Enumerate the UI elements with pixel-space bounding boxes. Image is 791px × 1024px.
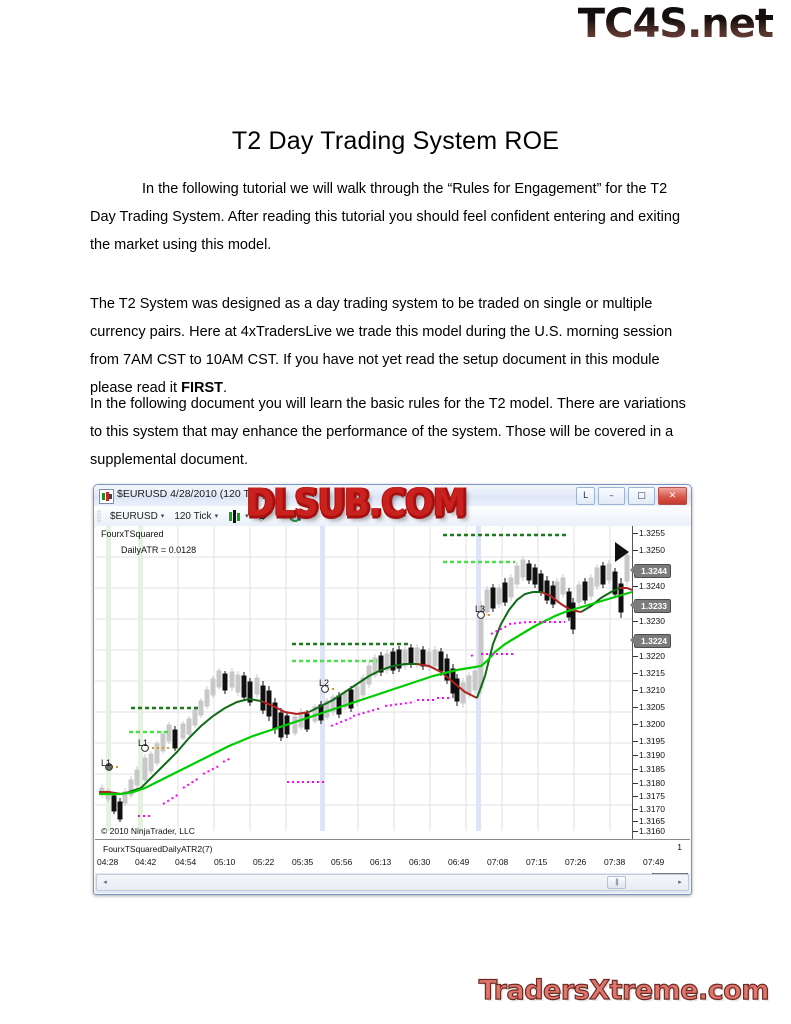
emphasis-first: FIRST [181, 379, 223, 396]
time-tick: 04:54 [175, 857, 197, 867]
fast-moving-average [99, 590, 633, 796]
price-tick: 1.3220 [633, 651, 691, 663]
magenta-stop-overlay [138, 621, 565, 817]
maximize-button[interactable]: □ [628, 487, 655, 505]
window-controls: L – □ ✕ [576, 487, 687, 505]
price-tick: 1.3250 [633, 545, 691, 557]
level-label-l1-a: L1 [101, 758, 112, 768]
level-label-l1-b: L1 [138, 738, 149, 748]
close-icon: ✕ [668, 490, 677, 501]
price-tick: 1.3165 [633, 816, 691, 828]
orange-entry-lines [111, 614, 493, 768]
instrument-label: $EURUSD [110, 510, 158, 522]
price-tick: 1.3160 [633, 826, 691, 838]
slow-moving-average [99, 587, 633, 796]
candlesticks [99, 551, 630, 822]
time-tick: 06:13 [370, 857, 392, 867]
price-highlight-tag: 1.3233 [630, 599, 671, 613]
scroll-thumb[interactable]: ||| [607, 876, 626, 889]
price-tick: 1.3185 [633, 764, 691, 776]
chevron-down-icon: ▾ [160, 513, 165, 520]
indicator-name-label: FourxTSquared [101, 529, 164, 539]
instrument-selector[interactable]: $EURUSD ▾ [107, 510, 167, 523]
minimize-icon: – [609, 490, 614, 501]
price-tick: 1.3255 [633, 528, 691, 540]
price-highlight-tag: 1.3224 [630, 634, 671, 648]
minimize-button[interactable]: – [598, 487, 625, 505]
window-title: $EURUSD 4/28/2010 (120 Tick) [117, 488, 266, 500]
scroll-right-arrow[interactable]: ▸ [678, 878, 682, 886]
rules-paragraph: In the following document you will learn… [90, 395, 686, 468]
time-tick: 06:49 [448, 857, 470, 867]
time-tick: 04:42 [135, 857, 157, 867]
window-titlebar[interactable]: $EURUSD 4/28/2010 (120 Tick) L – □ ✕ [94, 485, 691, 507]
indicator-axis-label: 1 [677, 842, 682, 852]
intro-paragraph: In the following tutorial we will walk t… [90, 175, 696, 259]
maximize-icon: □ [637, 490, 646, 501]
system-description-paragraph: The T2 System was designed as a day trad… [90, 290, 696, 402]
price-chart-svg [95, 526, 636, 831]
level-label-l2: L2 [319, 678, 330, 688]
time-tick: 05:56 [331, 857, 353, 867]
price-axis[interactable]: 1.3255 1.3250 1.3244 1.3240 1.3233 1.323… [630, 526, 691, 839]
time-tick: 04:28 [97, 857, 119, 867]
candlestick-icon [228, 509, 242, 523]
price-tick: 1.3180 [633, 778, 691, 790]
dlsub-watermark: DLSUB.COM [245, 484, 468, 527]
price-tick: 1.3205 [633, 702, 691, 714]
time-tick: 07:15 [526, 857, 548, 867]
zoom-tool-button[interactable] [286, 509, 304, 523]
intro-paragraph-text: In the following tutorial we will walk t… [90, 180, 681, 253]
tradersxtreme-logo: TradersXtreme.com [478, 974, 770, 1006]
time-tick: 07:08 [487, 857, 509, 867]
price-tick: 1.3200 [633, 719, 691, 731]
time-tick: 05:10 [214, 857, 236, 867]
price-tick: 1.3195 [633, 736, 691, 748]
price-tick: 1.3210 [633, 685, 691, 697]
link-button[interactable]: L [576, 487, 595, 505]
time-tick: 07:49 [643, 857, 665, 867]
price-tick: 1.3170 [633, 804, 691, 816]
scroll-left-arrow[interactable]: ◂ [103, 878, 107, 886]
toolbar-grip[interactable] [97, 509, 101, 523]
level-label-l3: L3 [475, 604, 486, 614]
indicator-panel-title: FourxTSquaredDailyATR2(7) [103, 844, 213, 854]
price-tick: 1.3175 [633, 791, 691, 803]
price-tick: 1.3240 [633, 581, 691, 593]
light-green-target-lines [129, 560, 515, 734]
tc4s-logo: TC4S.net [577, 1, 774, 47]
close-button[interactable]: ✕ [658, 487, 687, 505]
daily-atr-label: DailyATR = 0.0128 [121, 545, 197, 555]
chevron-down-icon: ▾ [275, 513, 280, 520]
draw-tool-selector[interactable]: ▾ [256, 509, 283, 524]
price-highlight-tag: 1.3244 [630, 564, 671, 578]
ninjatrader-chart-window[interactable]: $EURUSD 4/28/2010 (120 Tick) L – □ ✕ $EU… [93, 484, 692, 895]
system-description-text: The T2 System was designed as a day trad… [90, 295, 673, 396]
price-tick: 1.3215 [633, 668, 691, 680]
ninjatrader-copyright: © 2010 NinjaTrader, LLC [101, 826, 195, 836]
time-tick: 05:35 [292, 857, 314, 867]
price-tick: 1.3190 [633, 750, 691, 762]
time-tick: 07:26 [565, 857, 587, 867]
time-tick: 05:22 [253, 857, 275, 867]
time-tick: 06:30 [409, 857, 431, 867]
magnifier-icon [289, 510, 302, 522]
horizontal-scrollbar[interactable]: ◂ ▸ ||| [96, 874, 689, 891]
chart-icon [99, 489, 114, 504]
pen-icon [259, 510, 273, 523]
chevron-down-icon: ▾ [214, 513, 219, 520]
price-tick: 1.3230 [633, 616, 691, 628]
link-icon: L [582, 490, 588, 501]
paragraph-period: . [222, 379, 228, 396]
level-marker-circles [105, 611, 485, 771]
page-title: T2 Day Trading System ROE [231, 126, 560, 155]
interval-label: 120 Tick [174, 510, 212, 522]
time-axis: 04:28 04:42 04:54 05:10 05:22 05:35 05:5… [95, 857, 690, 873]
dark-green-target-lines [131, 533, 567, 710]
chart-style-selector[interactable]: ▾ [225, 509, 252, 524]
chevron-down-icon: ▾ [245, 513, 249, 520]
interval-selector[interactable]: 120 Tick ▾ [171, 510, 221, 523]
price-chart-canvas[interactable]: FourxTSquared DailyATR = 0.0128 L1 L1 L2… [95, 526, 690, 839]
time-tick: 07:38 [604, 857, 626, 867]
